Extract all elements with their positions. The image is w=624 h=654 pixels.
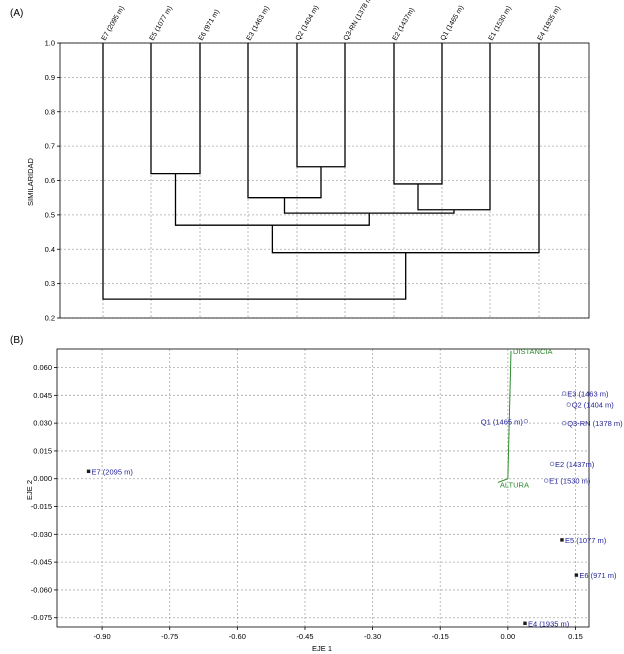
y-tick-label: 1.0	[45, 39, 55, 48]
data-point	[560, 538, 564, 542]
data-point	[523, 621, 527, 625]
y-tick-label: 0.000	[33, 474, 52, 483]
y-tick-label: 0.5	[45, 210, 55, 219]
y-tick-label: 0.8	[45, 107, 55, 116]
dendrogram-link	[174, 173, 370, 226]
vector-line	[497, 478, 509, 483]
data-point	[566, 402, 571, 407]
y-tick-label: -0.060	[31, 585, 52, 594]
panel-a-label: (A)	[10, 8, 23, 19]
point-label: E5 (1077 m)	[565, 536, 607, 545]
point-label: E3 (1463 m)	[567, 389, 609, 398]
dendrogram-link	[102, 43, 407, 300]
y-tick-label: -0.075	[31, 613, 52, 622]
dendrogram-link	[393, 43, 443, 185]
y-tick-label: -0.015	[31, 502, 52, 511]
leaf-label: Q3-RN (1378 m)	[343, 0, 375, 42]
dendrogram-y-axis-label: SIMILARIDAD	[26, 157, 35, 206]
dendrogram-panel: 1.0 0.9 0.8 0.7 0.6 0.5 0.4 0.3 0.2 E7 (2095 m) E5…	[45, 0, 590, 323]
x-tick-label: -0.90	[94, 632, 111, 641]
data-point	[562, 391, 567, 396]
y-tick-label: -0.045	[31, 558, 52, 567]
point-label: Q3-RN (1378 m)	[567, 419, 623, 428]
leaf-label: E5 (1077 m)	[149, 5, 174, 42]
scatter-x-axis-label: EJE 1	[312, 644, 332, 653]
x-tick-label: -0.45	[296, 632, 313, 641]
leaf-label: E1 (1530 m)	[488, 5, 513, 42]
vector-line	[507, 350, 512, 479]
point-label: Q1 (1465 m)	[481, 417, 524, 426]
data-point	[549, 461, 555, 467]
dendrogram-link	[283, 197, 455, 214]
point-label: E6 (971 m)	[579, 571, 617, 580]
x-tick-label: 0.15	[568, 632, 583, 641]
point-label: E1 (1530 m)	[549, 477, 591, 486]
y-tick-label: 0.2	[45, 314, 55, 323]
data-point	[523, 419, 529, 424]
plot-frame	[59, 42, 590, 319]
dendrogram-link	[271, 43, 540, 254]
y-tick-label: -0.030	[31, 530, 52, 539]
vector-label: DISTANCIA	[513, 347, 552, 356]
data-point	[86, 469, 91, 474]
vector-label: ALTURA	[500, 480, 529, 489]
x-tick-label: -0.75	[161, 632, 178, 641]
data-point	[574, 573, 579, 577]
leaf-label: E2 (1437m)	[392, 7, 416, 42]
leaf-label: E3 (1463 m)	[246, 5, 271, 42]
y-tick-label: 0.4	[45, 245, 55, 254]
scatter-y-axis-label: EJE 2	[25, 480, 34, 500]
dendrogram-link	[150, 43, 201, 175]
plot-frame	[56, 348, 590, 628]
panel-b-label: (B)	[10, 335, 23, 346]
point-label: E2 (1437m)	[555, 460, 595, 469]
y-tick-label: 0.9	[45, 73, 55, 82]
leaf-label: E6 (971 m)	[198, 9, 221, 42]
dendrogram-link	[417, 43, 491, 211]
leaf-label: E4 (1935 m)	[537, 5, 562, 42]
y-tick-label: 0.060	[33, 363, 52, 372]
y-tick-label: 0.7	[45, 142, 55, 151]
y-tick-label: 0.045	[33, 391, 52, 400]
x-tick-label: -0.30	[364, 632, 381, 641]
y-tick-label: 0.6	[45, 176, 55, 185]
leaf-label: Q2 (1404 m)	[295, 4, 321, 42]
dendrogram-link	[247, 43, 322, 199]
point-label: E7 (2095 m)	[92, 467, 134, 476]
x-tick-label: -0.60	[229, 632, 246, 641]
y-tick-label: 0.015	[33, 446, 52, 455]
leaf-label: E7 (2095 m)	[101, 5, 126, 42]
y-tick-label: 0.3	[45, 279, 55, 288]
data-point	[562, 420, 567, 426]
x-tick-label: 0.00	[501, 632, 516, 641]
data-point	[543, 478, 549, 483]
dendrogram-link	[296, 43, 346, 168]
x-tick-label: -0.15	[432, 632, 449, 641]
leaf-label: Q1 (1465 m)	[440, 4, 466, 42]
point-label: Q2 (1404 m)	[572, 401, 615, 410]
point-label: E4 (1935 m)	[528, 619, 570, 628]
y-tick-label: 0.030	[33, 419, 52, 428]
scatter-panel: 0.060 0.045 0.030 0.015 0.000 -0.015 -0.030 -0.…	[31, 347, 623, 641]
